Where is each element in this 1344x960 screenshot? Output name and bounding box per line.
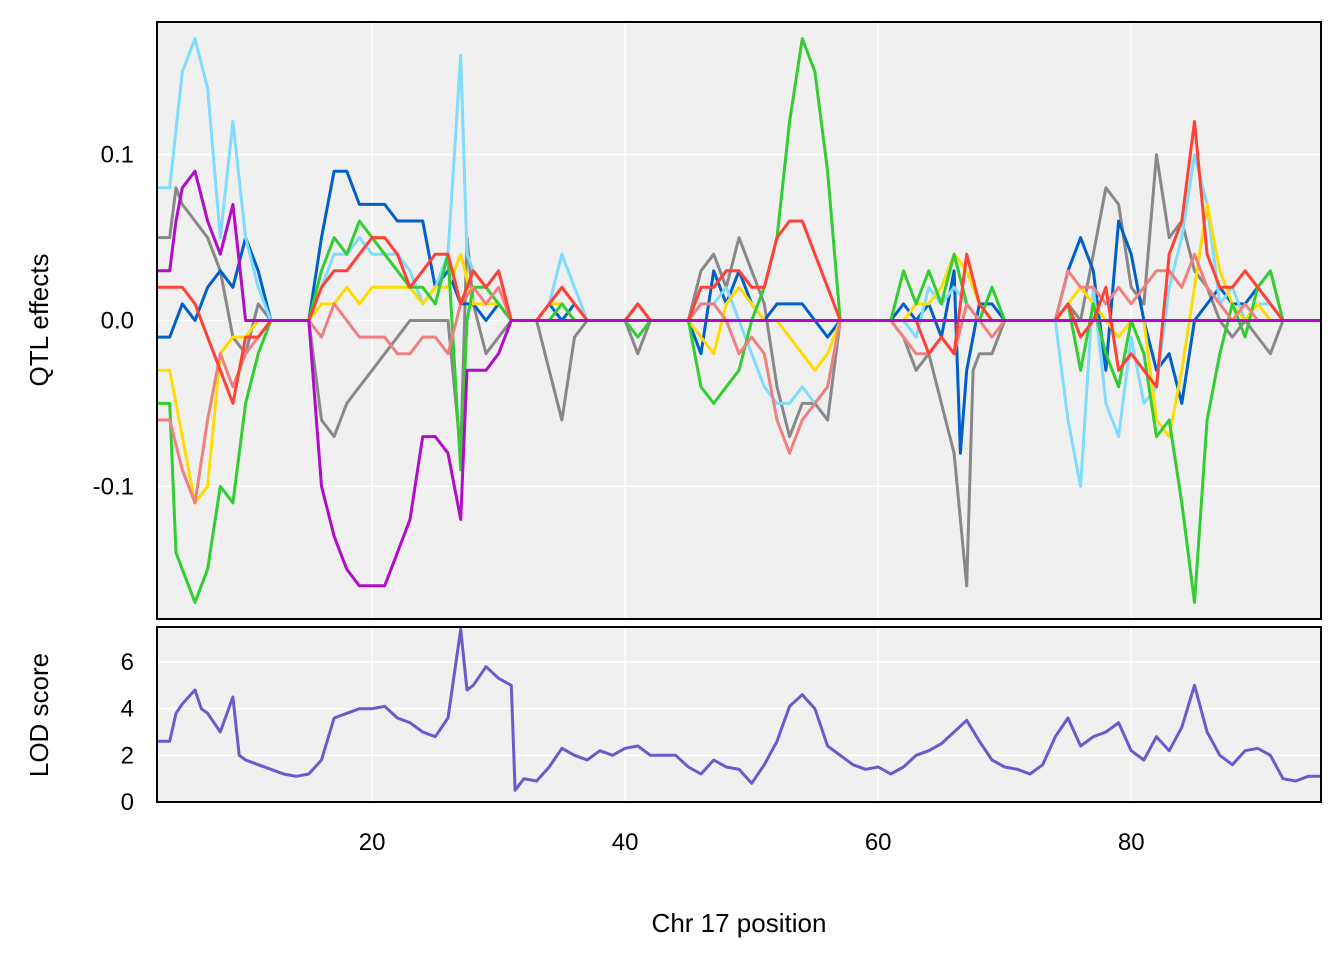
lod-series-line xyxy=(157,627,1321,792)
effects-series-line xyxy=(157,169,1321,588)
x-tick-label: 80 xyxy=(1118,829,1145,856)
x-tick-label: 60 xyxy=(865,829,892,856)
effects-y-tick-label: -0.1 xyxy=(93,473,134,500)
lod-y-tick-label: 0 xyxy=(121,789,134,816)
effects-panel: -0.1 0.0 0.1 QTL effects xyxy=(24,21,1322,620)
x-tick-label: 40 xyxy=(612,829,639,856)
x-tick-label: 20 xyxy=(359,829,386,856)
lod-plot-background xyxy=(157,627,1321,802)
effects-series-line xyxy=(157,120,1321,405)
effects-y-axis-title: QTL effects xyxy=(24,254,54,387)
lod-y-axis-title: LOD score xyxy=(24,653,54,777)
effects-y-tick-label: 0.0 xyxy=(101,308,134,335)
lod-y-tick-label: 6 xyxy=(121,649,134,676)
effects-y-tick-label: 0.1 xyxy=(101,142,134,169)
lod-panel: 0 2 4 6 20 40 60 80 LOD score Chr 17 position xyxy=(24,626,1322,938)
x-tick-labels: 20 40 60 80 xyxy=(359,829,1145,856)
effects-series-line xyxy=(157,37,1321,604)
effects-series-line xyxy=(157,153,1321,588)
effects-plot-border xyxy=(156,21,1322,620)
lod-series-group xyxy=(157,627,1321,792)
effects-y-tick-labels: -0.1 0.0 0.1 xyxy=(93,142,134,501)
effects-series-line xyxy=(157,252,1321,505)
x-axis-title: Chr 17 position xyxy=(652,908,827,938)
lod-plot-border xyxy=(156,626,1322,803)
lod-y-tick-label: 2 xyxy=(121,742,134,769)
lod-y-tick-label: 4 xyxy=(121,696,134,723)
effects-series-group xyxy=(157,37,1321,604)
lod-y-tick-labels: 0 2 4 6 xyxy=(121,649,134,816)
